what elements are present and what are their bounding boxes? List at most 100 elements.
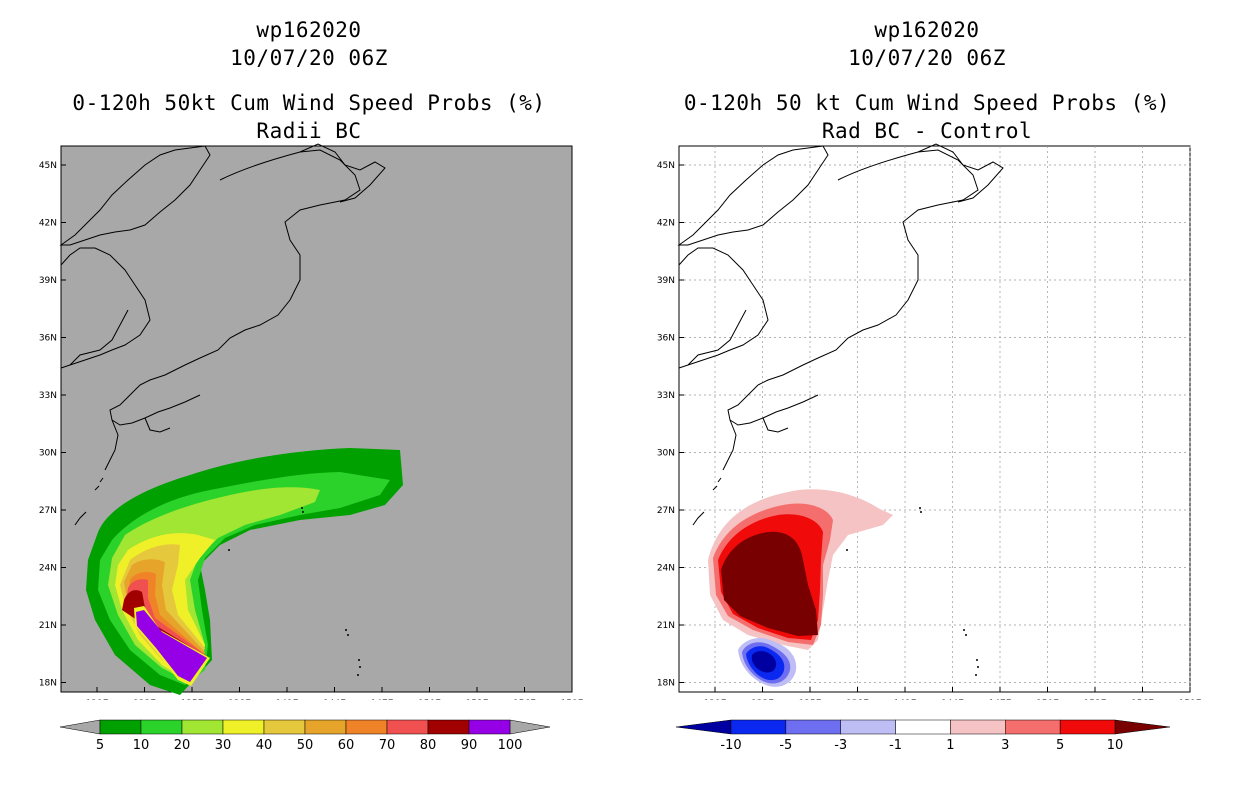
island-dot-6 [977,666,979,668]
coastline-segment-9 [94,485,100,491]
coastline-segment-0 [59,145,211,246]
lat-label: 30N [39,449,57,459]
lat-label: 24N [39,564,57,574]
lon-label: 135E [181,699,204,700]
right-colorbar: -10 -5 -3 -1 1 3 5 10 [675,719,1171,753]
left-storm-id: wp162020 [256,18,362,42]
lon-label: 144E [323,699,346,700]
colorbar-label: 60 [338,738,355,753]
lon-label: 153E [466,699,489,700]
colorbar-box [140,719,183,735]
right-coastlines [677,143,1004,676]
lat-label: 18N [657,679,675,689]
island-dot-2 [228,549,230,551]
colorbar-label: 100 [498,738,523,753]
colorbar-end-left [59,719,101,735]
lon-label: 156E [1131,699,1154,700]
right-panel: wp162020 10/07/20 06Z 0-120h 50 kt Cum W… [618,0,1236,800]
coastline-segment-6 [104,419,119,471]
colorbar-label: 3 [1001,738,1009,753]
lat-label: 42N [39,219,57,229]
lon-label: 159E [1179,699,1202,700]
coastline-segment-8 [74,511,87,526]
lat-label: 33N [657,391,675,401]
coastline-segment-4 [299,143,386,203]
coastline-segment-0 [677,145,829,246]
colorbar-box [1005,719,1061,735]
colorbar-label: 5 [1056,738,1064,753]
coastline-segment-2 [69,309,129,366]
colorbar-box [840,719,896,735]
coastline-segment-7 [144,417,171,433]
right-datetime: 10/07/20 06Z [848,46,1006,70]
island-dot-6 [359,666,361,668]
colorbar-label: 1 [946,738,954,753]
lat-label: 45N [657,161,675,171]
island-dot-7 [975,674,977,676]
lat-label: 42N [657,219,675,229]
colorbar-end-right [1114,719,1171,735]
colorbar-label: -10 [720,738,741,753]
coastline-segment-10 [99,477,104,483]
colorbar-label: 70 [379,738,396,753]
colorbar-label: -3 [834,738,847,753]
left-datetime: 10/07/20 06Z [230,46,388,70]
island-dot-0 [919,507,921,509]
island-dot-7 [357,674,359,676]
colorbar-label: 10 [1107,738,1124,753]
left-map: 129E 132E 135E 138E 141E 144E 147E 150E 153E 156E… [39,143,584,700]
lat-label: 33N [39,391,57,401]
colorbar-box [263,719,306,735]
right-plot-subtitle: Rad BC - Control [821,119,1033,143]
coastline-segment-9 [712,485,718,491]
colorbar-box [427,719,470,735]
lon-label: 129E [86,699,109,700]
coastline-segment-10 [717,477,722,483]
lat-label: 27N [657,506,675,516]
colorbar-box [386,719,429,735]
coastline-segment-4 [917,143,1004,203]
left-panel: wp162020 10/07/20 06Z 0-120h 50kt Cum Wi… [39,18,584,753]
coastline-segment-1 [678,247,769,369]
left-plot-title: 0-120h 50kt Cum Wind Speed Probs (%) [72,91,546,115]
coastline-segment-1 [60,247,151,369]
island-dot-3 [963,629,965,631]
colorbar-label: -5 [779,738,792,753]
island-dot-2 [846,549,848,551]
lat-label: 36N [39,334,57,344]
colorbar-box [345,719,388,735]
lon-label: 147E [371,699,394,700]
lon-label: 135E [799,699,822,700]
left-plot-subtitle: Radii BC [256,119,362,143]
colorbar-label: 50 [297,738,314,753]
left-prob-contours [86,448,403,695]
colorbar-box [99,719,142,735]
lon-label: 129E [704,699,727,700]
right-contour-neg10 [751,651,777,673]
lon-label: 144E [941,699,964,700]
coastline-segment-5 [109,384,201,426]
lat-label: 24N [657,564,675,574]
colorbar-box [950,719,1006,735]
right-axis-ticks: 129E 132E 135E 138E 141E 144E 147E 150E 153E 156E… [657,161,1202,700]
lat-label: 21N [39,621,57,631]
island-dot-4 [965,634,967,636]
lon-label: 150E [1036,699,1059,700]
colorbar-box [222,719,265,735]
coastline-segment-5 [727,384,819,426]
colorbar-label: 30 [215,738,232,753]
right-diff-contours [708,489,893,687]
lon-label: 156E [513,699,536,700]
coastline-segment-3 [139,149,361,386]
island-dot-4 [347,634,349,636]
island-dot-3 [345,629,347,631]
lat-label: 18N [39,679,57,689]
colorbar-box [304,719,347,735]
lon-label: 159E [561,699,584,700]
lat-label: 36N [657,334,675,344]
coastline-segment-6 [722,419,737,471]
coastline-segment-7 [762,417,789,433]
island-dot-0 [301,507,303,509]
colorbar-box [895,719,951,735]
right-plot-title: 0-120h 50 kt Cum Wind Speed Probs (%) [683,91,1171,115]
